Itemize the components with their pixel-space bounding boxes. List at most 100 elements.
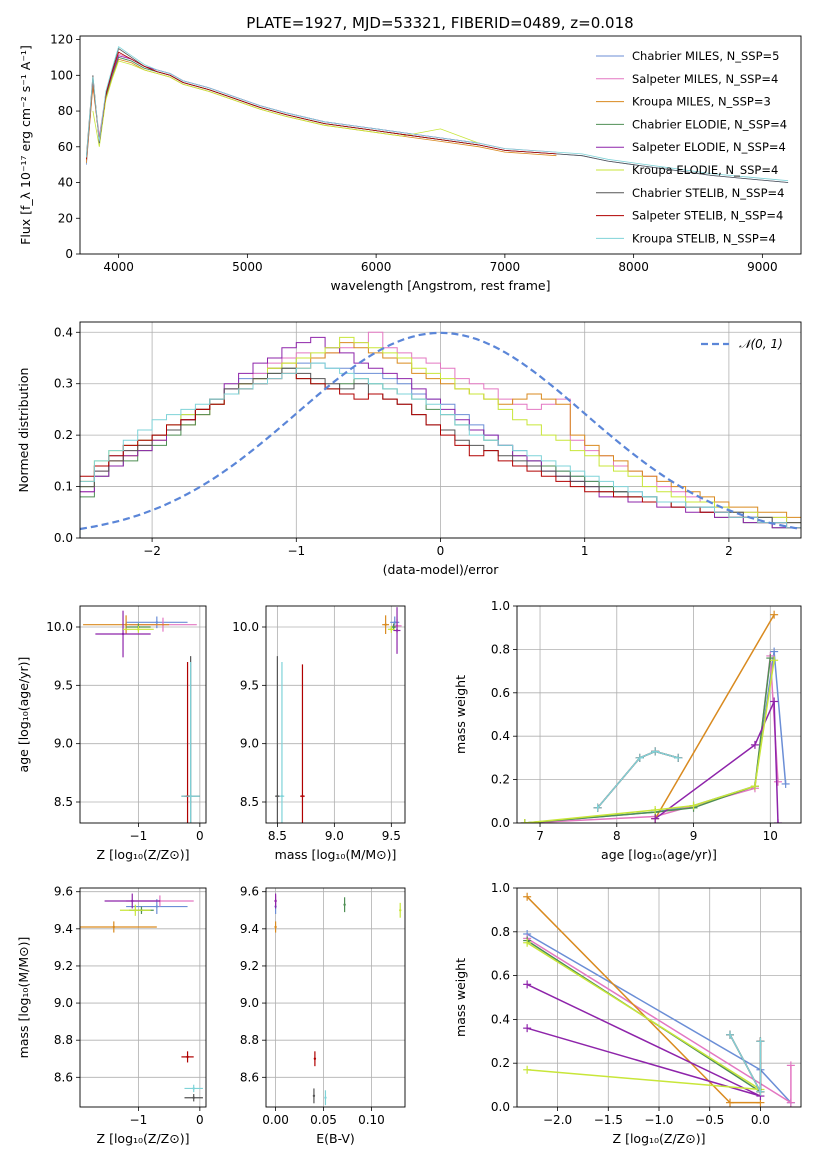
x-tick-label: −1: [287, 544, 305, 558]
y-axis-label: Normed distribution: [16, 368, 31, 493]
y-tick-label: 9.4: [240, 922, 259, 936]
y-tick-label: 1.0: [491, 881, 510, 895]
x-tick-label: 7000: [490, 260, 521, 274]
x-tick-label: 8: [613, 829, 621, 843]
x-tick-label: −1: [130, 829, 148, 843]
data-point: [393, 621, 396, 624]
x-tick-label: 5000: [232, 260, 263, 274]
panel-weight_vs_z: −2.0 −1.5 −1.0 −0.5 0.0 0.0 0.2 0.4 0.6 0.8 1.0 Z […: [453, 881, 802, 1146]
y-tick-label: 9.6: [54, 885, 73, 899]
data-point: [384, 623, 387, 626]
spectrum-line-2: [86, 58, 557, 163]
y-tick-label: 0.3: [54, 377, 73, 391]
plot-area: [80, 893, 203, 1102]
x-axis-label: (data-model)/error: [383, 562, 500, 577]
data-point: [189, 794, 192, 798]
spectrum-line-4: [105, 55, 480, 144]
y-tick-label: 0.8: [491, 642, 510, 656]
data-point: [312, 1094, 316, 1098]
legend-entry: Kroupa STELIB, N_SSP=4: [632, 231, 776, 245]
gaussian-curve: [80, 331, 801, 531]
y-tick-label: 10.0: [46, 620, 73, 634]
y-tick-label: 0.4: [54, 325, 73, 339]
x-tick-label: 0: [437, 544, 445, 558]
x-axis-label: Z [log₁₀(Z/Z⊙)]: [613, 1131, 706, 1146]
data-point: [399, 909, 402, 912]
panel-age_vs_z: −1 0 8.5 9.0 9.5 10.0 Z [log₁₀(Z/Z⊙)] age [log₁…: [16, 605, 207, 862]
plot-area: [83, 610, 200, 823]
legend-entry: Salpeter ELODIE, N_SSP=4: [632, 140, 786, 154]
figure-title: PLATE=1927, MJD=53321, FIBERID=0489, z=0…: [246, 14, 633, 32]
legend-entry: Chabrier MILES, N_SSP=5: [632, 49, 779, 63]
y-tick-label: 100: [50, 68, 73, 82]
y-tick-label: 80: [58, 104, 73, 118]
data-point: [395, 629, 399, 632]
y-tick-label: 0.8: [491, 925, 510, 939]
y-axis-label: age [log₁₀(age/yr)]: [16, 657, 31, 773]
x-tick-label: 1: [581, 544, 589, 558]
y-tick-label: 9.0: [54, 996, 73, 1010]
data-point: [124, 623, 128, 626]
y-tick-label: 9.5: [54, 678, 73, 692]
axes-frame: [79, 887, 207, 1108]
data-point: [313, 1057, 317, 1060]
y-tick-label: 10.0: [232, 620, 259, 634]
plot-area: [520, 610, 790, 823]
y-tick-label: 9.6: [240, 885, 259, 899]
x-tick-label: 8000: [618, 260, 649, 274]
y-tick-label: 8.5: [54, 795, 73, 809]
x-tick-label: 0.00: [262, 1113, 289, 1127]
y-tick-label: 0.4: [491, 729, 510, 743]
data-point: [112, 925, 116, 929]
x-tick-label: −2.0: [543, 1113, 572, 1127]
axes-frame: [516, 605, 802, 824]
data-point: [390, 628, 393, 631]
x-tick-label: 2: [725, 544, 733, 558]
legend-entry: Kroupa ELODIE, N_SSP=4: [632, 163, 778, 177]
y-tick-label: 8.8: [54, 1033, 73, 1047]
plot-area: [86, 46, 789, 183]
data-point: [274, 925, 277, 929]
y-tick-label: 8.8: [240, 1033, 259, 1047]
x-tick-label: 4000: [103, 260, 134, 274]
y-tick-label: 0.2: [491, 773, 510, 787]
y-tick-label: 0.0: [491, 816, 510, 830]
x-tick-label: 0.10: [358, 1113, 385, 1127]
y-axis-label: Flux [f_λ 10⁻¹⁷ erg cm⁻² s⁻¹ A⁻¹]: [18, 45, 33, 245]
y-axis-label: mass weight: [453, 675, 468, 754]
y-tick-label: 8.6: [240, 1070, 259, 1084]
axes-frame: [79, 35, 802, 255]
x-tick-label: 0.0: [751, 1113, 770, 1127]
data-point: [131, 899, 134, 903]
y-tick-label: 0.1: [54, 480, 73, 494]
y-tick-label: 40: [58, 176, 73, 190]
data-point: [324, 1096, 327, 1099]
x-tick-label: 0: [196, 829, 204, 843]
data-point: [155, 621, 159, 624]
x-tick-label: −1.0: [644, 1113, 673, 1127]
plot-area: [274, 893, 402, 1106]
y-tick-label: 0.2: [54, 428, 73, 442]
x-axis-label: mass [log₁₀(M/M⊙)]: [275, 847, 397, 862]
y-tick-label: 120: [50, 33, 73, 47]
data-point: [155, 905, 159, 908]
weight-line-5: [524, 660, 775, 823]
data-point: [134, 909, 137, 912]
data-point: [192, 1096, 195, 1099]
panel-mass_vs_z: −1 0 8.6 8.8 9.0 9.2 9.4 9.6 Z [log₁₀(Z/Z⊙)] mass…: [16, 885, 207, 1146]
data-point: [343, 903, 346, 906]
y-tick-label: 0.2: [491, 1056, 510, 1070]
data-point: [192, 1087, 195, 1090]
legend-entry: Chabrier STELIB, N_SSP=4: [632, 186, 784, 200]
x-tick-label: 7: [536, 829, 544, 843]
legend-entry: 𝒩(0, 1): [739, 337, 783, 351]
x-tick-label: 6000: [361, 260, 392, 274]
histogram-8: [80, 362, 801, 538]
panel-residuals: −2 −1 0 1 2 0.0 0.1 0.2 0.3 0.4 (data-model)/error…: [16, 321, 802, 577]
weight-line-2: [526, 896, 761, 1104]
x-tick-label: 0: [196, 1113, 204, 1127]
axes-frame: [79, 605, 207, 824]
x-axis-label: wavelength [Angstrom, rest frame]: [330, 278, 550, 293]
y-tick-label: 0.4: [491, 1012, 510, 1026]
